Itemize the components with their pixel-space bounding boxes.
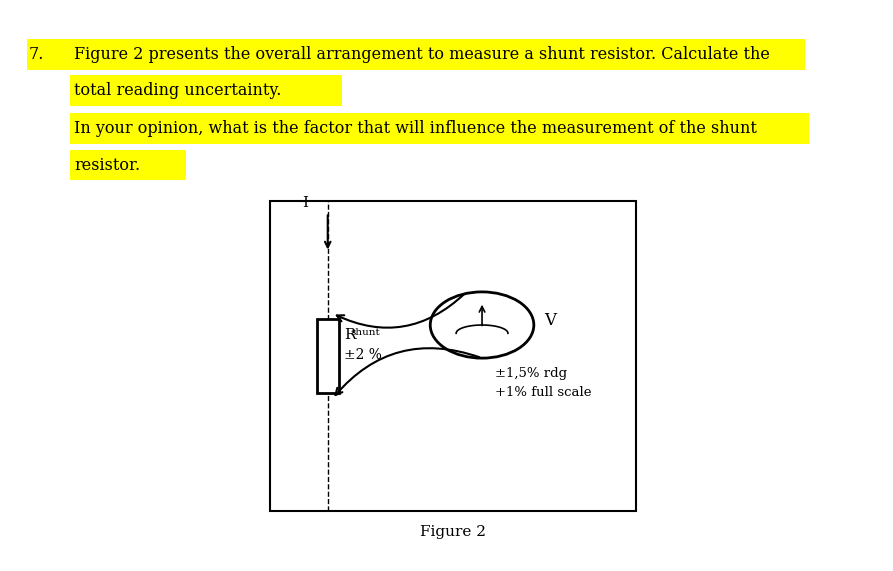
FancyBboxPatch shape <box>70 75 342 106</box>
Text: V: V <box>545 312 556 329</box>
Text: R: R <box>344 328 355 341</box>
FancyArrowPatch shape <box>336 348 480 395</box>
Text: Figure 2: Figure 2 <box>420 525 486 540</box>
FancyBboxPatch shape <box>70 113 809 144</box>
Text: Figure 2 presents the overall arrangement to measure a shunt resistor. Calculate: Figure 2 presents the overall arrangemen… <box>74 46 770 63</box>
Text: total reading uncertainty.: total reading uncertainty. <box>74 82 281 99</box>
Circle shape <box>430 292 534 358</box>
FancyBboxPatch shape <box>27 39 805 70</box>
Text: +1% full scale: +1% full scale <box>496 385 592 399</box>
FancyBboxPatch shape <box>70 150 186 180</box>
Text: In your opinion, what is the factor that will influence the measurement of the s: In your opinion, what is the factor that… <box>74 120 757 137</box>
FancyArrowPatch shape <box>337 294 464 328</box>
Text: shunt: shunt <box>350 328 380 336</box>
Bar <box>316 319 339 393</box>
FancyBboxPatch shape <box>270 201 636 511</box>
Text: ±2 %: ±2 % <box>344 348 381 361</box>
Text: 7.: 7. <box>29 46 44 63</box>
Text: ±1,5% rdg: ±1,5% rdg <box>496 367 568 380</box>
Text: resistor.: resistor. <box>74 156 140 174</box>
Text: I: I <box>302 195 308 210</box>
